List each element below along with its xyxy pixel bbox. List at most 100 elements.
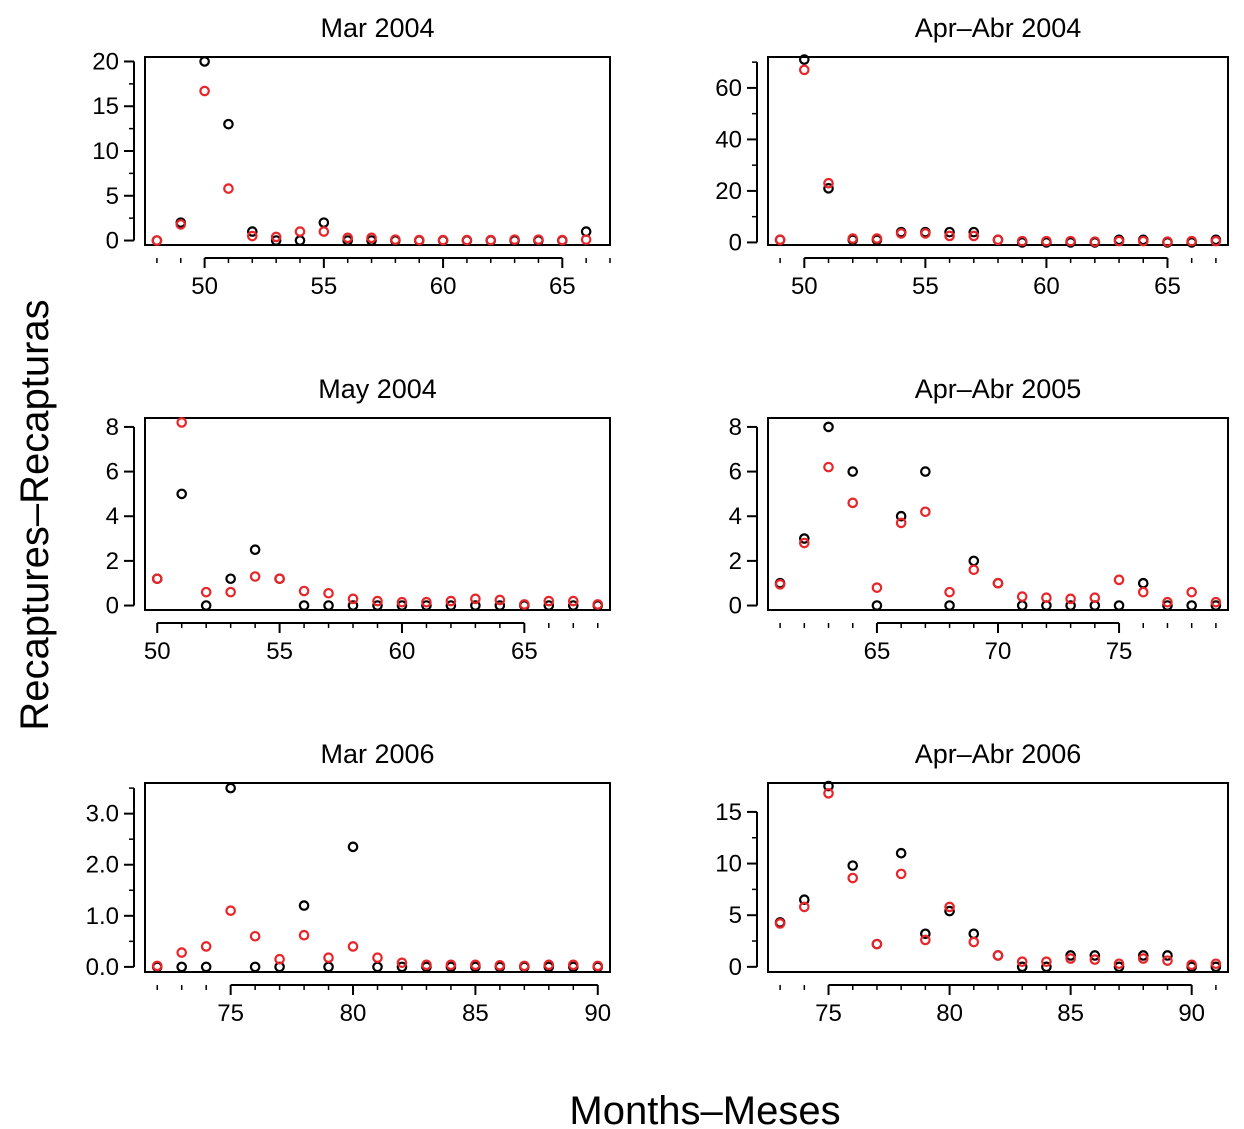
data-point <box>920 228 931 239</box>
plot-frame <box>144 417 611 611</box>
x-axis: 65 70 75 <box>779 622 1217 665</box>
x-axis: 50 55 60 65 <box>779 257 1217 300</box>
series-2 <box>151 417 604 610</box>
x-tick-label: 50 <box>791 273 818 300</box>
data-point <box>944 901 955 913</box>
x-tick-label: 90 <box>1178 1000 1205 1027</box>
panel-title: Apr–Abr 2006 <box>915 739 1082 769</box>
data-point <box>847 466 859 477</box>
series-2 <box>774 788 1222 971</box>
data-point <box>871 582 883 593</box>
data-point <box>1065 235 1076 247</box>
data-point <box>1016 961 1028 973</box>
data-point <box>944 586 955 598</box>
y-tick-label: 3.0 <box>86 801 119 828</box>
x-tick-label: 55 <box>310 273 337 300</box>
data-point <box>175 219 187 230</box>
data-point <box>176 947 188 958</box>
data-point <box>592 599 604 610</box>
y-tick-label: 4 <box>729 503 742 530</box>
data-point <box>871 600 883 611</box>
data-point <box>1186 959 1197 971</box>
y-tick-label: 6 <box>729 459 742 486</box>
data-point <box>1137 235 1149 247</box>
data-point <box>249 544 261 556</box>
series-1 <box>151 782 604 973</box>
data-point <box>318 217 330 228</box>
data-point <box>485 234 497 246</box>
data-point <box>372 595 383 607</box>
y-tick-label: 20 <box>92 48 119 75</box>
data-point <box>249 930 261 942</box>
y-axis: 0 2 4 6 8 <box>729 414 758 620</box>
figure-y-label: Recaptures–Recapturas <box>13 299 57 730</box>
panel-title: Apr–Abr 2005 <box>915 374 1082 404</box>
data-point <box>895 868 907 880</box>
data-point <box>799 901 810 913</box>
data-point <box>1210 235 1222 247</box>
series-1 <box>774 421 1222 611</box>
y-tick-label: 8 <box>729 414 742 441</box>
x-tick-label: 50 <box>191 273 218 300</box>
data-point <box>920 506 931 518</box>
data-point <box>774 918 786 929</box>
x-tick-label: 85 <box>1057 1000 1084 1027</box>
y-tick-label: 0 <box>106 593 119 620</box>
data-point <box>176 488 188 500</box>
data-point <box>298 600 310 611</box>
series-1 <box>151 56 592 246</box>
data-point <box>992 577 1004 589</box>
figure-x-label: Months–Meses <box>569 1089 840 1129</box>
data-point <box>567 600 579 611</box>
x-tick-label: 60 <box>389 638 416 665</box>
data-point <box>1137 953 1149 964</box>
data-point <box>1065 600 1076 611</box>
y-tick-label: 5 <box>106 183 119 210</box>
data-point <box>494 594 506 606</box>
data-point <box>968 928 980 940</box>
data-point <box>342 232 353 244</box>
data-point <box>847 872 859 884</box>
y-tick-label: 6 <box>106 459 119 486</box>
data-point <box>298 900 310 911</box>
data-point <box>372 961 383 973</box>
panel-5: Mar 2006 75 80 85 90 0.0 1.0 2.0 3.0 <box>86 739 611 1027</box>
data-point <box>294 226 306 237</box>
data-point <box>274 953 285 965</box>
data-point <box>298 585 310 597</box>
data-point <box>461 234 473 246</box>
y-tick-label: 10 <box>92 138 119 165</box>
data-point <box>799 54 810 65</box>
data-point <box>494 960 506 971</box>
plot-frame <box>767 782 1229 973</box>
x-tick-label: 50 <box>144 638 171 665</box>
y-axis: 0 5 10 15 <box>715 799 758 981</box>
data-point <box>1162 596 1173 608</box>
x-tick-label: 60 <box>1033 273 1060 300</box>
y-tick-label: 0 <box>729 954 742 981</box>
data-point <box>200 600 212 611</box>
x-axis: 50 55 60 65 <box>156 257 611 300</box>
data-point <box>509 234 520 245</box>
y-axis: 0.0 1.0 2.0 3.0 <box>86 787 135 981</box>
y-tick-label: 8 <box>106 414 119 441</box>
data-point <box>1089 592 1101 604</box>
data-point <box>396 957 408 969</box>
data-point <box>1210 596 1222 608</box>
data-point <box>920 934 931 946</box>
data-point <box>347 593 359 605</box>
data-point <box>225 573 236 585</box>
data-point <box>323 600 334 611</box>
data-point <box>445 959 457 971</box>
data-point <box>294 235 306 246</box>
data-point <box>1162 236 1173 247</box>
data-point <box>519 599 530 610</box>
y-tick-label: 4 <box>106 503 119 530</box>
data-point <box>823 183 834 194</box>
data-point <box>199 85 210 97</box>
y-tick-label: 40 <box>715 126 742 153</box>
data-point <box>323 961 334 973</box>
x-tick-label: 55 <box>266 638 293 665</box>
x-tick-label: 80 <box>936 1000 963 1027</box>
